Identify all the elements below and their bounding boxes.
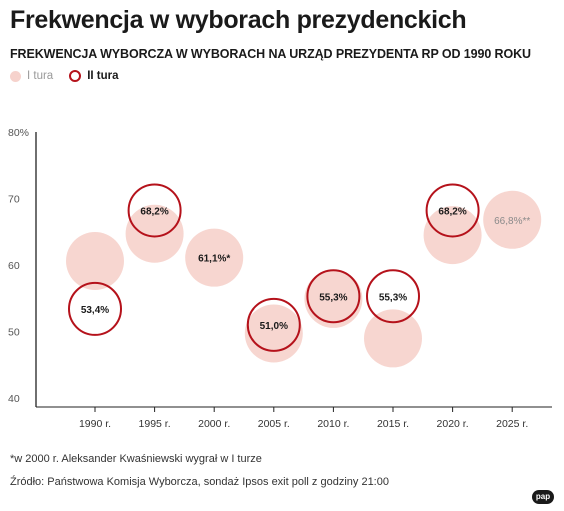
- x-tick-label: 2025 r.: [496, 418, 528, 430]
- round2-ring: [366, 269, 420, 324]
- x-tick-label: 2015 r.: [377, 418, 409, 430]
- x-tick-label: 1990 r.: [79, 418, 111, 430]
- round1-bubble: [483, 190, 542, 249]
- y-tick-label: 70: [8, 194, 20, 206]
- round1-bubble: [304, 269, 363, 328]
- legend-swatch-round1: [10, 70, 21, 82]
- footnote: *w 2000 r. Aleksander Kwaśniewski wygrał…: [10, 453, 262, 465]
- chart-subtitle: FREKWENCJA WYBORCZA W WYBORACH NA URZĄD …: [10, 47, 531, 61]
- round1-bubble: [125, 204, 184, 263]
- round2-ring: [68, 281, 122, 336]
- round2-value-label: 55,3%: [319, 292, 347, 303]
- round2-value-label: 55,3%: [379, 292, 407, 303]
- x-tick-label: 2000 r.: [198, 418, 230, 430]
- y-tick-label: 40: [8, 393, 20, 405]
- round2-value-label: 51,0%: [260, 321, 288, 332]
- legend-label-round2: II tura: [87, 70, 119, 82]
- legend-label-round1: I tura: [27, 70, 54, 82]
- round2-ring: [306, 269, 361, 324]
- y-tick-label: 80%: [8, 127, 29, 139]
- round2-value-label: 68,2%: [140, 206, 168, 217]
- round2-value-label: 68,2%: [438, 206, 466, 217]
- x-tick-label: 1995 r.: [139, 418, 171, 430]
- legend-item-round1: I tura: [10, 70, 53, 82]
- legend-item-round2: II tura: [69, 70, 119, 82]
- round1-bubble: [185, 228, 244, 287]
- y-tick-label: 50: [8, 327, 20, 339]
- y-tick-label: 60: [8, 260, 20, 272]
- x-tick-label: 2020 r.: [437, 418, 469, 430]
- round1-bubble: [66, 232, 124, 291]
- source-note: Źródło: Państwowa Komisja Wyborcza, sond…: [10, 476, 389, 488]
- round2-ring: [425, 183, 480, 238]
- round1-bubble: [364, 309, 422, 368]
- x-tick-label: 2005 r.: [258, 418, 290, 430]
- turnout-chart: 80% 70 60 50 40 1990 r. 1995 r. 2000 r. 2005 r. 2…: [8, 127, 552, 430]
- round2-value-label: 53,4%: [81, 305, 109, 316]
- pap-logo: pap: [532, 490, 554, 504]
- round2-ring: [246, 297, 301, 352]
- round1-bubble: [423, 206, 482, 265]
- round1-value-label: 66,8%**: [494, 216, 530, 227]
- chart-legend: I tura II tura: [10, 68, 135, 84]
- round1-value-label: 61,1%*: [198, 254, 230, 265]
- x-tick-label: 2010 r.: [317, 418, 349, 430]
- legend-swatch-round2: [69, 70, 82, 82]
- round1-bubble: [244, 304, 303, 363]
- page-title: Frekwencja w wyborach prezydenckich: [10, 6, 467, 34]
- round2-ring: [127, 183, 182, 238]
